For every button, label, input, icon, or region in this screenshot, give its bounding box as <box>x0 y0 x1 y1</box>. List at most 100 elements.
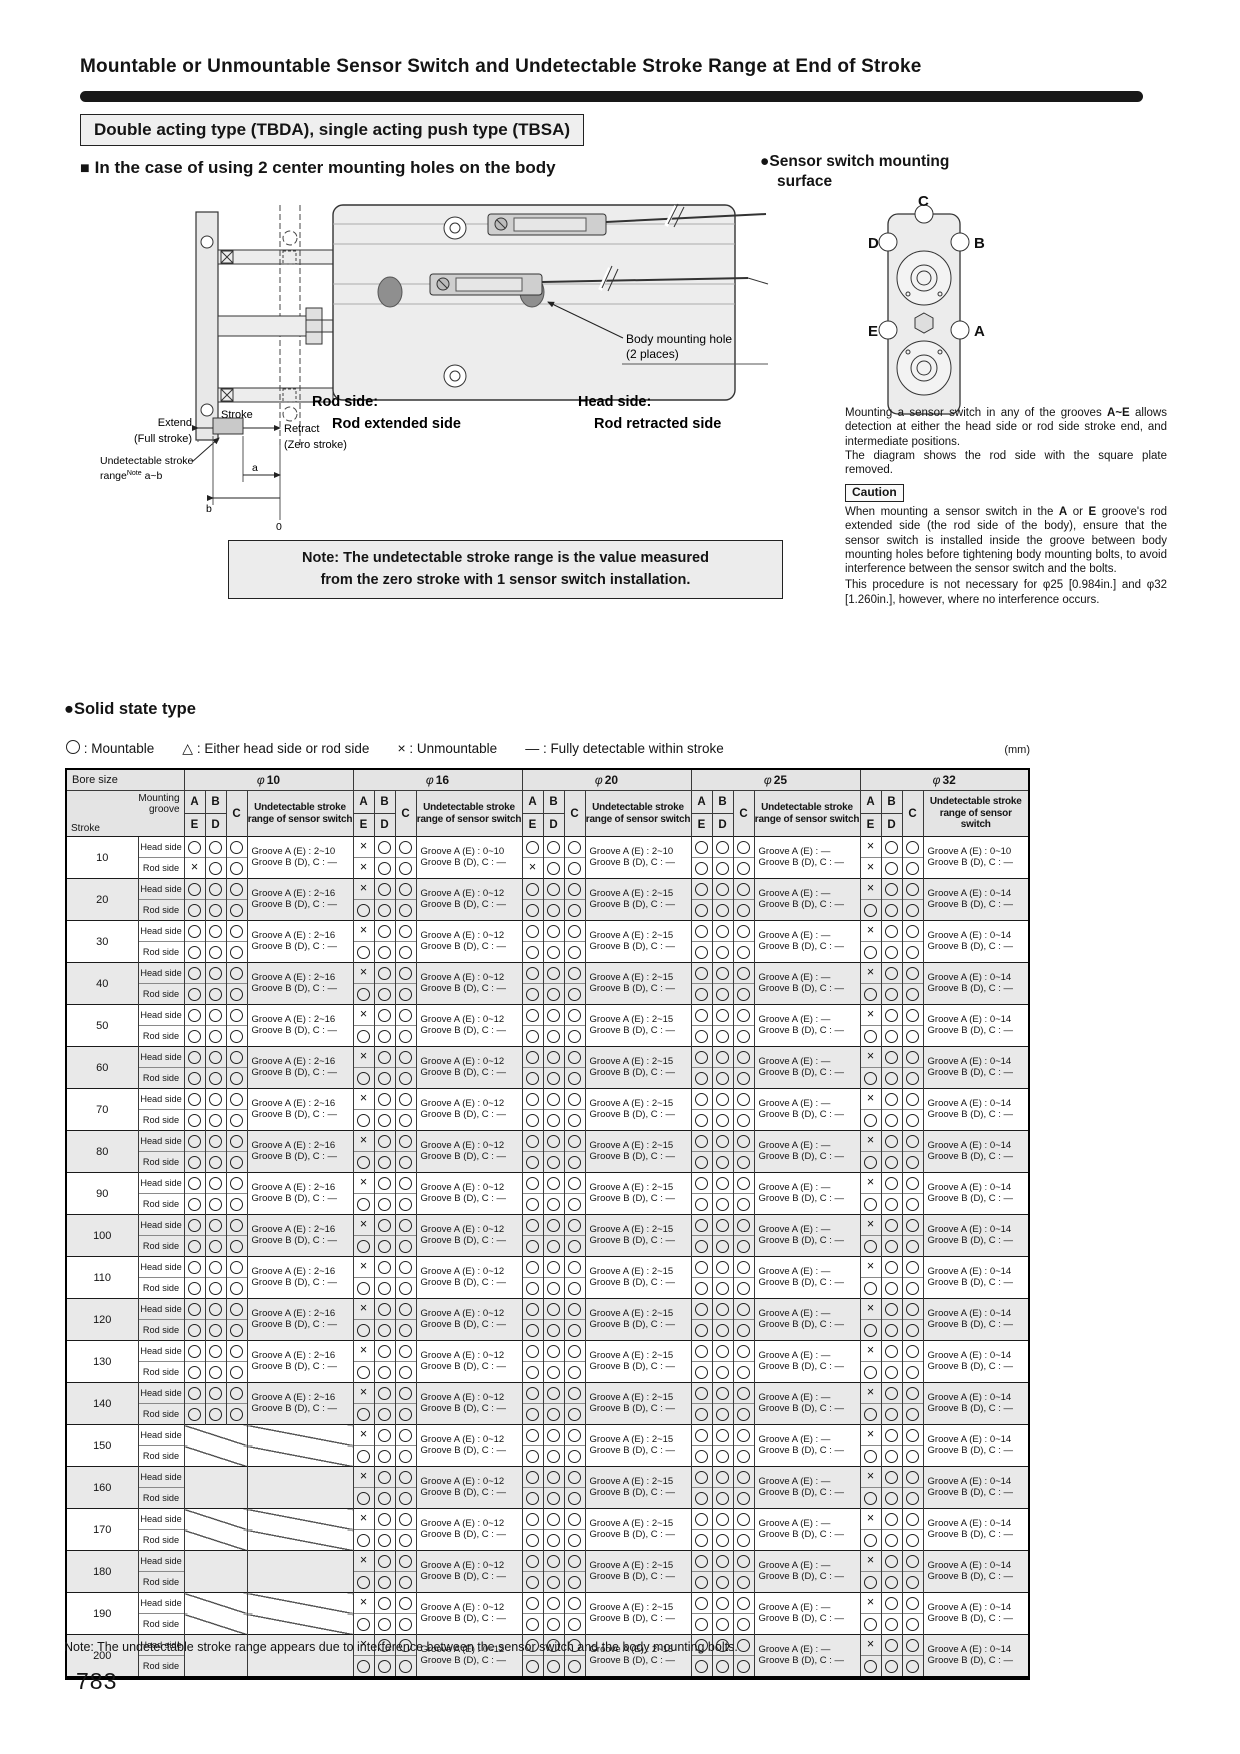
groove-symbol-cell <box>542 899 565 921</box>
groove-surface-diagram: C D B E A <box>868 196 985 415</box>
mountable-circle-symbol <box>526 1155 540 1169</box>
unmountable-cross-symbol: × <box>866 1343 875 1358</box>
mountable-circle-symbol <box>526 1554 540 1568</box>
mountable-circle-symbol <box>716 1239 730 1253</box>
groove-symbol-cell <box>542 878 565 900</box>
unmountable-cross-symbol: × <box>359 881 368 896</box>
groove-symbol-cell <box>521 836 544 858</box>
mountable-circle-symbol <box>230 1050 244 1064</box>
groove-symbol-cell <box>901 983 924 1005</box>
mountable-circle-symbol <box>885 1344 899 1358</box>
groove-symbol-cell <box>225 1298 248 1320</box>
groove-symbol-cell <box>204 878 227 900</box>
groove-b-range: Groove B (D), C : — <box>589 1234 676 1246</box>
mountable-circle-symbol <box>378 1155 392 1169</box>
range-cell: Groove A (E) : 0~12 Groove B (D), C : — <box>415 1634 523 1678</box>
mountable-circle-symbol <box>378 1344 392 1358</box>
mountable-circle-symbol <box>230 1260 244 1274</box>
stroke-cell: 130 <box>65 1340 138 1383</box>
mountable-circle-symbol <box>357 1281 371 1295</box>
rod-side-label: Rod side <box>137 1529 185 1551</box>
groove-symbol-cell: × <box>352 1340 375 1362</box>
mountable-circle-symbol <box>230 945 244 959</box>
groove-symbol-cell <box>373 1655 396 1678</box>
groove-symbol-cell <box>859 1319 882 1341</box>
unmountable-cross-symbol: × <box>359 1385 368 1400</box>
mountable-circle-symbol <box>209 1176 223 1190</box>
groove-symbol-cell <box>225 1277 248 1299</box>
stroke-row-head: 60 Head side Groove A (E) : 2~16 Groove B (… <box>65 1046 1030 1089</box>
mountable-circle-symbol <box>188 1260 202 1274</box>
unmountable-cross-symbol: × <box>866 1091 875 1106</box>
range-cell: Groove A (E) : 0~12 Groove B (D), C : — <box>415 1172 523 1215</box>
mountable-circle-symbol <box>378 1575 392 1589</box>
unmountable-cross-symbol: × <box>359 839 368 854</box>
groove-b-range: Groove B (D), C : — <box>589 1318 676 1330</box>
groove-symbol-cell <box>394 1361 417 1383</box>
groove-a-range: Groove A (E) : 2~16 <box>251 930 336 941</box>
range-header-line1: Undetectable stroke <box>254 801 346 813</box>
solid-state-heading: ●Solid state type <box>64 700 196 718</box>
range-cell: Groove A (E) : 2~15 Groove B (D), C : — <box>584 962 692 1005</box>
mountable-circle-symbol <box>568 1533 582 1547</box>
mountable-circle-symbol <box>547 1239 561 1253</box>
svg-text:Undetectable stroke: Undetectable stroke <box>100 455 194 467</box>
stroke-cell: 60 <box>65 1046 138 1089</box>
groove-symbol-cell <box>394 1151 417 1173</box>
mountable-circle-symbol <box>526 1008 540 1022</box>
mountable-circle-symbol <box>885 1554 899 1568</box>
mountable-circle-symbol <box>737 1659 751 1673</box>
unmountable-cross-symbol: × <box>866 1511 875 1526</box>
groove-symbol-cell <box>204 1256 227 1278</box>
groove-a-range: Groove A (E) : 0~12 <box>420 1182 505 1193</box>
groove-symbol-cell <box>204 1088 227 1110</box>
no-product-cell <box>183 1424 248 1446</box>
mountable-circle-symbol <box>230 924 244 938</box>
groove-b-range: Groove B (D), C : — <box>927 898 1014 910</box>
no-product-cell <box>183 1487 248 1509</box>
groove-symbol-cell <box>880 1172 903 1194</box>
mountable-circle-symbol <box>568 1575 582 1589</box>
mountable-circle-symbol <box>230 1113 244 1127</box>
groove-b-range: Groove B (D), C : — <box>251 1150 338 1162</box>
groove-symbol-cell <box>901 1487 924 1509</box>
mountable-circle-symbol <box>378 840 392 854</box>
groove-symbol-cell <box>880 962 903 984</box>
groove-symbol-cell <box>563 1403 586 1425</box>
stroke-row-rod: Rod side <box>66 1319 1029 1341</box>
mountable-circle-symbol <box>716 1344 730 1358</box>
groove-symbol-cell <box>711 899 734 921</box>
stroke-row-rod: Rod side <box>66 1025 1029 1047</box>
range-cell: Groove A (E) : 2~15 Groove B (D), C : — <box>584 1466 692 1509</box>
groove-symbol-cell <box>901 1067 924 1089</box>
groove-symbol-cell <box>732 1046 755 1068</box>
groove-a-range: Groove A (E) : 2~15 <box>589 1602 674 1613</box>
groove-symbol-cell <box>732 1214 755 1236</box>
groove-a-range: Groove A (E) : 0~12 <box>420 1560 505 1571</box>
range-header: Undetectable stroke range of sensor switc… <box>922 790 1030 837</box>
mountable-circle-symbol <box>906 861 920 875</box>
range-cell: Groove A (E) : — Groove B (D), C : — <box>753 1424 861 1467</box>
range-cell: Groove A (E) : 2~15 Groove B (D), C : — <box>584 1172 692 1215</box>
groove-symbol-cell <box>542 1151 565 1173</box>
groove-a-range: Groove A (E) : 0~12 <box>420 1308 505 1319</box>
groove-b-range: Groove B (D), C : — <box>758 1234 845 1246</box>
range-cell: Groove A (E) : 2~16 Groove B (D), C : — <box>246 1340 354 1383</box>
range-cell: Groove A (E) : — Groove B (D), C : — <box>753 1382 861 1425</box>
mountable-circle-symbol <box>399 1638 413 1652</box>
mountable-circle-symbol <box>547 1449 561 1463</box>
groove-symbol-cell <box>563 1634 586 1656</box>
range-cell: Groove A (E) : 2~15 Groove B (D), C : — <box>584 1004 692 1047</box>
groove-symbol-cell <box>394 1403 417 1425</box>
mountable-circle-symbol <box>357 1071 371 1085</box>
caution-paragraph: When mounting a sensor switch in the A o… <box>845 506 1167 576</box>
stroke-row-rod: Rod side <box>66 1445 1029 1467</box>
mountable-circle-symbol <box>737 882 751 896</box>
mountable-circle-symbol <box>547 1470 561 1484</box>
bore-value: 10 <box>266 773 281 787</box>
mountable-circle-symbol <box>526 1071 540 1085</box>
groove-symbol-cell <box>183 983 206 1005</box>
range-cell: Groove A (E) : 0~12 Groove B (D), C : — <box>415 1298 523 1341</box>
groove-symbol-cell <box>880 1487 903 1509</box>
groove-symbol-cell <box>394 1046 417 1068</box>
